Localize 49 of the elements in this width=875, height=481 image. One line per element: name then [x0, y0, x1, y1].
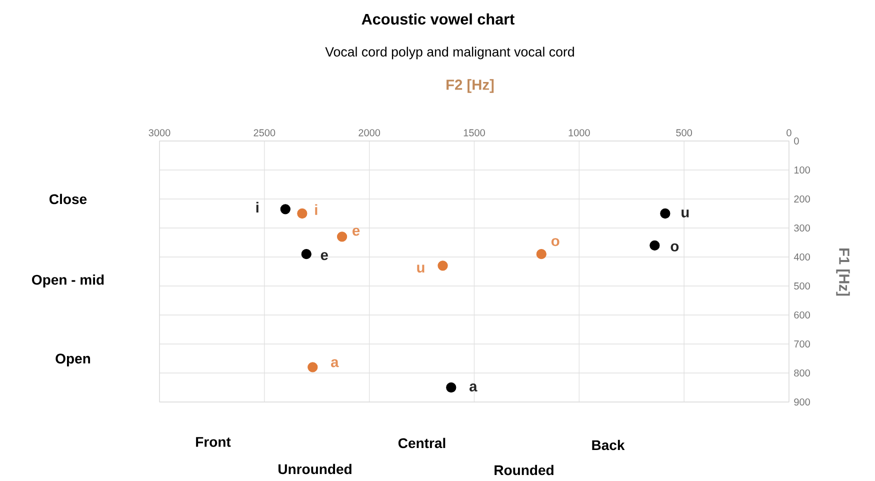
x-tick-label: 2500 [254, 129, 276, 136]
y-tick-label: 300 [794, 224, 810, 232]
text: Rounded [494, 464, 554, 476]
y-tick-label: 700 [794, 340, 810, 348]
annotation: a [470, 383, 478, 392]
annotation: i [256, 202, 258, 212]
point [446, 382, 456, 393]
x-tick-label: 2000 [358, 129, 380, 136]
text: Front [196, 437, 231, 447]
text: Unrounded [278, 464, 352, 474]
y-axis-title: F1 [Hz] [836, 248, 850, 296]
annotation: o [551, 238, 560, 246]
x-tick-label: 3000 [148, 129, 170, 136]
y-tick-label: 600 [794, 311, 810, 319]
y-tick-label: 900 [794, 398, 810, 406]
text: Open [56, 354, 90, 366]
point [650, 240, 660, 250]
annotation: i [315, 204, 318, 215]
y-tick-label: 100 [794, 166, 810, 174]
text: Open - mid [32, 274, 104, 288]
point [301, 249, 312, 260]
x-tick-label: 500 [676, 129, 692, 136]
chart-subtitle: Vocal cord polyp and malignant vocal cord [325, 46, 574, 60]
y-tick-label: 0 [794, 137, 799, 145]
text: Central [398, 438, 446, 448]
y-tick-label: 800 [794, 369, 810, 377]
point [660, 208, 670, 219]
annotation: u [682, 210, 689, 218]
x-tick-label: 1000 [568, 129, 590, 136]
point [297, 208, 308, 219]
point [438, 260, 448, 271]
y-tick-label: 200 [794, 195, 810, 203]
annotation: o [670, 243, 679, 252]
x-tick-label: 0 [786, 129, 792, 136]
y-tick-label: 400 [794, 253, 810, 261]
point [336, 232, 348, 242]
point [280, 204, 290, 214]
chart-title: Acoustic vowel chart [362, 13, 514, 25]
annotation: e [320, 252, 328, 260]
annotation: a [331, 359, 339, 368]
annotation: u [417, 264, 424, 273]
point [308, 362, 318, 372]
text: Back [592, 440, 625, 450]
text: Close [50, 194, 87, 204]
y-tick-label: 500 [794, 282, 810, 290]
point [536, 249, 546, 260]
x-tick-label: 1500 [464, 129, 485, 136]
annotation: e [352, 228, 360, 236]
x-axis-title: F2 [Hz] [446, 79, 494, 93]
